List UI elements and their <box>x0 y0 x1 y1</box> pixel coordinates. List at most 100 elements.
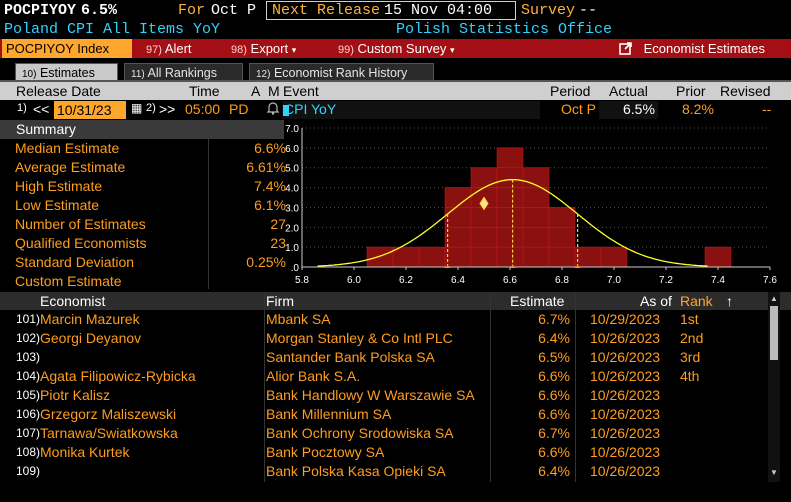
firm-name: Santander Bank Polska SA <box>266 349 435 365</box>
index-field[interactable]: POCPIYOY Index <box>2 39 132 58</box>
table-row[interactable]: 101) Marcin Mazurek Mbank SA 6.7% 10/29/2023… <box>0 310 768 329</box>
col-time[interactable]: Time <box>189 83 220 99</box>
alert-button[interactable]: 97) Alert <box>146 39 192 58</box>
col-firm[interactable]: Firm <box>266 293 294 309</box>
col-revised[interactable]: Revised <box>720 83 771 99</box>
next-release-box <box>266 1 516 20</box>
economist-name: Georgi Deyanov <box>40 330 142 346</box>
firm-name: Bank Polska Kasa Opieki SA <box>266 463 446 479</box>
ticker: POCPIYOY <box>4 2 77 19</box>
actual-diamond-marker <box>479 196 489 211</box>
col-release-date[interactable]: Release Date <box>16 83 101 99</box>
table-row[interactable]: 103) Santander Bank Polska SA 6.5% 10/26/20… <box>0 348 768 367</box>
ticker-value: 6.5% <box>81 2 118 19</box>
estimate-distribution-chart: .0 1.0 2.0 3.0 4.0 5.0 6.0 7.0 5.8 6.0 6.2 6.4 6.6 6.… <box>284 120 791 290</box>
bar <box>548 226 576 248</box>
next-release-label: Next Release <box>272 2 381 19</box>
col-event[interactable]: Event <box>283 83 319 99</box>
prev-date-button[interactable]: << <box>33 101 50 117</box>
summary-row[interactable]: Custom Estimate <box>0 272 286 291</box>
custom-survey-button[interactable]: 99) Custom Survey ▾ <box>338 39 455 58</box>
col-period[interactable]: Period <box>550 83 591 99</box>
summary-row: Low Estimate 6.1% <box>0 196 286 215</box>
table-row[interactable]: 108) Monika Kurtek Bank Pocztowy SA 6.6% 10/… <box>0 443 768 462</box>
rank-value: 2nd <box>680 330 704 346</box>
sd-marker-tick <box>509 265 516 268</box>
economist-name: Tarnawa/Swiatkowska <box>40 425 178 441</box>
col-a[interactable]: A <box>251 83 261 99</box>
row-number: 108) <box>16 445 41 459</box>
summary-value: 27 <box>270 216 286 232</box>
bar <box>496 246 524 268</box>
bar <box>470 207 498 228</box>
summary-label: Average Estimate <box>15 159 126 175</box>
release-date-field[interactable]: 10/31/23 <box>54 101 126 119</box>
export-button[interactable]: 98) Export ▾ <box>231 39 296 58</box>
summary-row: Median Estimate 6.6% <box>0 139 286 158</box>
y-tick-label: .0 <box>291 263 300 274</box>
summary-label: High Estimate <box>15 178 103 194</box>
for-label: For <box>178 2 206 19</box>
as-of-date: 10/26/2023 <box>590 425 661 441</box>
col-estimate[interactable]: Estimate <box>510 293 565 309</box>
event-name[interactable]: CPI YoY <box>284 101 337 117</box>
bell-icon[interactable] <box>266 101 280 118</box>
estimate-value: 6.7% <box>538 311 570 327</box>
summary-row: High Estimate 7.4% <box>0 177 286 196</box>
column-divider <box>264 292 265 482</box>
tab-all-rankings[interactable]: 11) All Rankings <box>124 63 243 81</box>
x-tick-label: 6.2 <box>399 275 413 286</box>
column-divider <box>575 292 576 482</box>
bar <box>444 187 472 208</box>
summary-label: Median Estimate <box>15 140 120 156</box>
as-of-date: 10/29/2023 <box>590 311 661 327</box>
scroll-up-icon[interactable]: ▲ <box>770 294 778 303</box>
sort-arrow-icon[interactable]: ↑ <box>726 293 733 309</box>
table-row[interactable]: 104) Agata Filipowicz-Rybicka Alior Bank S… <box>0 367 768 386</box>
row-number: 105) <box>16 388 41 402</box>
summary-value: 6.61% <box>246 159 286 175</box>
tab-estimates[interactable]: 10) Estimates <box>15 63 118 81</box>
next-num: 2) <box>146 102 156 114</box>
economist-estimates-button[interactable]: Economist Estimates <box>619 39 765 58</box>
bar <box>548 246 576 268</box>
table-row[interactable]: 107) Tarnawa/Swiatkowska Bank Ochrony Srod… <box>0 424 768 443</box>
prev-num: 1) <box>17 102 27 114</box>
scroll-thumb[interactable] <box>770 306 778 360</box>
sd-marker-tick <box>444 265 451 268</box>
row-number: 109) <box>16 464 41 478</box>
scroll-down-icon[interactable]: ▼ <box>770 468 778 477</box>
next-date-button[interactable]: >> <box>159 101 176 117</box>
summary-label: Low Estimate <box>15 197 100 213</box>
summary-row: Qualified Economists 23 <box>0 234 286 253</box>
table-row[interactable]: 106) Grzegorz Maliszewski Bank Millennium … <box>0 405 768 424</box>
event-cell <box>282 101 540 119</box>
tab-economist-rank-history[interactable]: 12) Economist Rank History <box>249 63 434 81</box>
col-rank[interactable]: Rank <box>680 293 713 309</box>
economist-name: Marcin Mazurek <box>40 311 140 327</box>
as-of-date: 10/26/2023 <box>590 349 661 365</box>
scrollbar[interactable]: ▲ ▼ <box>768 292 780 482</box>
col-economist[interactable]: Economist <box>40 293 106 309</box>
table-row[interactable]: 105) Piotr Kalisz Bank Handlowy W Warszawi… <box>0 386 768 405</box>
estimate-value: 6.6% <box>538 406 570 422</box>
col-prior[interactable]: Prior <box>676 83 706 99</box>
row-number: 107) <box>16 426 41 440</box>
as-of-date: 10/26/2023 <box>590 444 661 460</box>
bar <box>574 246 602 268</box>
firm-name: Bank Ochrony Srodowiska SA <box>266 425 454 441</box>
economist-name: Piotr Kalisz <box>40 387 111 403</box>
col-m[interactable]: M <box>268 83 280 99</box>
chart-svg: .0 1.0 2.0 3.0 4.0 5.0 6.0 7.0 5.8 6.0 6.2 6.4 6.6 6.… <box>285 124 777 286</box>
bar <box>444 226 472 248</box>
bar <box>600 246 628 268</box>
x-tick-label: 6.8 <box>555 275 569 286</box>
row-number: 102) <box>16 331 41 345</box>
title-bar: POCPIYOY 6.5% For Oct P Next Release 15 … <box>0 0 791 21</box>
calendar-icon[interactable]: ▦ <box>131 101 143 115</box>
col-actual[interactable]: Actual <box>609 83 648 99</box>
table-row[interactable]: 109) Bank Polska Kasa Opieki SA 6.4% 10/26/… <box>0 462 768 481</box>
table-row[interactable]: 102) Georgi Deyanov Morgan Stanley & Co In… <box>0 329 768 348</box>
column-divider <box>490 292 491 482</box>
col-as-of[interactable]: As of <box>640 293 672 309</box>
